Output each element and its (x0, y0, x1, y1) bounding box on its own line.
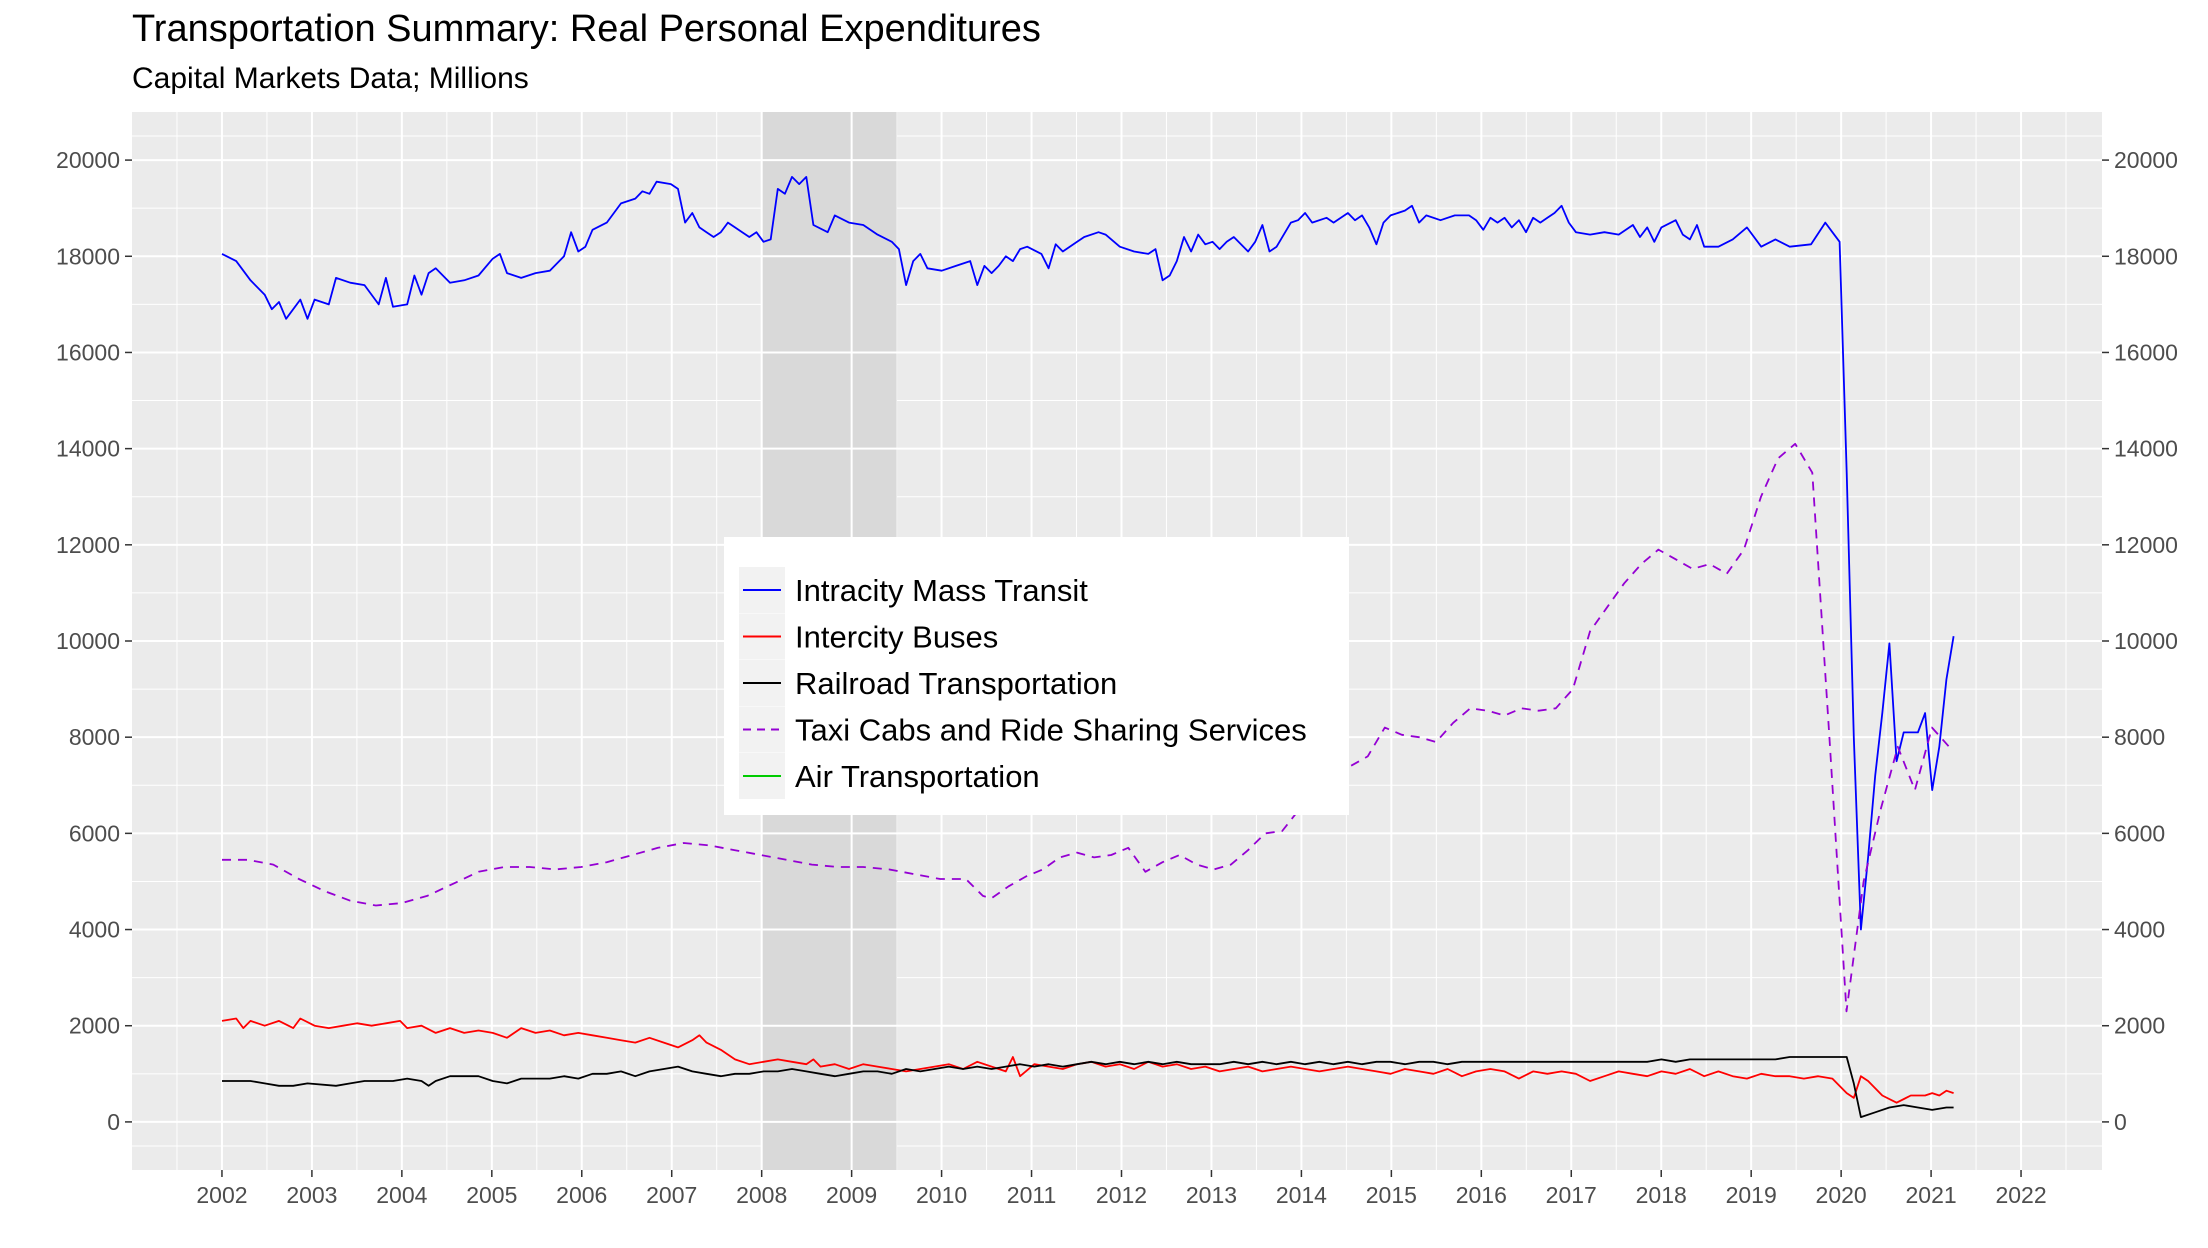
x-tick-label: 2015 (1366, 1182, 1417, 1208)
x-tick-label: 2022 (1995, 1182, 2046, 1208)
y-tick-label-right: 20000 (2114, 147, 2178, 173)
legend-item: Railroad Transportation (739, 660, 1117, 706)
x-tick-label: 2019 (1726, 1182, 1777, 1208)
series-line (222, 442, 1950, 1013)
x-tick-label: 2005 (466, 1182, 517, 1208)
y-tick-label: 16000 (56, 339, 120, 365)
chart-subtitle: Capital Markets Data; Millions (132, 62, 529, 95)
y-tick-label: 0 (107, 1109, 120, 1135)
x-tick-label: 2007 (646, 1182, 697, 1208)
x-tick-label: 2009 (826, 1182, 877, 1208)
legend-label: Taxi Cabs and Ride Sharing Services (795, 713, 1307, 748)
x-tick-label: 2020 (1816, 1182, 1867, 1208)
y-tick-label: 8000 (69, 724, 120, 750)
legend-item: Taxi Cabs and Ride Sharing Services (739, 706, 1307, 753)
y-tick-label: 2000 (69, 1013, 120, 1039)
x-tick-label: 2008 (736, 1182, 787, 1208)
y-tick-label-right: 14000 (2114, 436, 2178, 462)
legend-label: Air Transportation (795, 759, 1040, 794)
y-tick-label: 10000 (56, 628, 120, 654)
x-tick-label: 2002 (196, 1182, 247, 1208)
series-line (222, 1056, 1954, 1118)
x-tick-label: 2016 (1456, 1182, 1507, 1208)
legend-item: Intercity Buses (739, 613, 998, 660)
legend-item: Intracity Mass Transit (739, 567, 1088, 613)
y-tick-label: 14000 (56, 436, 120, 462)
legend-label: Railroad Transportation (795, 666, 1117, 701)
y-tick-label-right: 12000 (2114, 532, 2178, 558)
y-axis-right: 0 2000 4000 6000 8000 10000 12000 14000 16000 180… (2102, 147, 2178, 1135)
x-tick-label: 2011 (1007, 1182, 1056, 1208)
x-tick-label: 2017 (1546, 1182, 1597, 1208)
x-tick-label: 2012 (1096, 1182, 1147, 1208)
y-tick-label: 12000 (56, 532, 120, 558)
y-tick-label-right: 8000 (2114, 724, 2165, 750)
x-tick-label: 2013 (1186, 1182, 1237, 1208)
x-tick-label: 2021 (1906, 1182, 1957, 1208)
y-tick-label-right: 16000 (2114, 339, 2178, 365)
x-tick-label: 2018 (1636, 1182, 1687, 1208)
y-tick-label-right: 0 (2114, 1109, 2127, 1135)
x-tick-label: 2010 (916, 1182, 967, 1208)
y-tick-label-right: 6000 (2114, 820, 2165, 846)
x-tick-label: 2014 (1276, 1182, 1327, 1208)
x-tick-label: 2003 (286, 1182, 337, 1208)
x-tick-label: 2004 (376, 1182, 427, 1208)
y-tick-label-right: 2000 (2114, 1013, 2165, 1039)
y-axis-left: 0 2000 4000 6000 8000 10000 12000 14000 16000 180… (56, 147, 132, 1135)
legend-label: Intracity Mass Transit (795, 573, 1088, 608)
y-tick-label: 6000 (69, 820, 120, 846)
series-line (221, 176, 1955, 931)
y-tick-label: 4000 (69, 917, 120, 943)
legend-box (724, 537, 1349, 815)
legend-label: Intercity Buses (795, 620, 998, 655)
y-tick-label-right: 4000 (2114, 917, 2165, 943)
x-axis: 2002 2003 2004 2005 2006 2007 2008 2009 2010 2011… (196, 1170, 2047, 1208)
y-tick-label-right: 10000 (2114, 628, 2178, 654)
y-tick-label-right: 18000 (2114, 243, 2178, 269)
legend-item: Air Transportation (739, 753, 1040, 799)
x-tick-label: 2006 (556, 1182, 607, 1208)
y-tick-label: 18000 (56, 243, 120, 269)
chart-title: Transportation Summary: Real Personal Ex… (132, 8, 1041, 50)
series-layer (221, 176, 1955, 1118)
legend: Intracity Mass Transit Intercity Buses Rai… (724, 537, 1349, 815)
y-tick-label: 20000 (56, 147, 120, 173)
